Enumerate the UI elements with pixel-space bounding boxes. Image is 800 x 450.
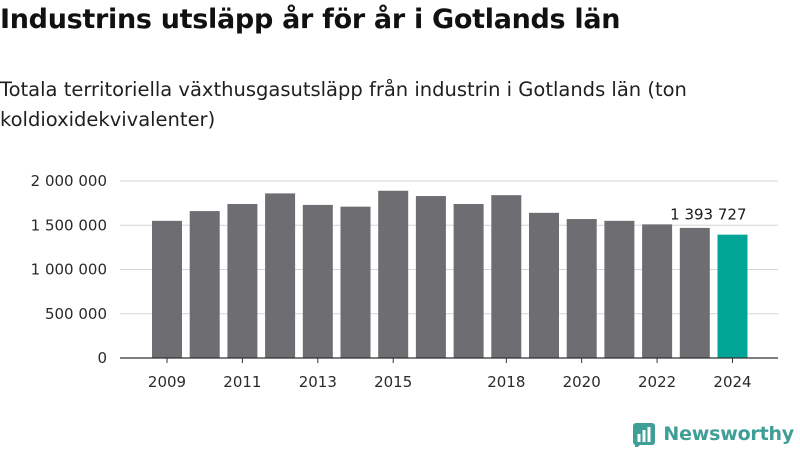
- chart-subtitle: Totala territoriella växthusgasutsläpp f…: [0, 78, 687, 131]
- x-tick-label: 2024: [713, 373, 751, 391]
- newsworthy-logo-icon: [633, 423, 656, 447]
- x-tick-label: 2015: [374, 373, 412, 391]
- y-tick-label: 1 500 000: [31, 216, 107, 234]
- bar: [566, 219, 597, 358]
- bar: [340, 206, 371, 358]
- y-tick-label: 1 000 000: [31, 261, 107, 279]
- bar: [152, 220, 182, 358]
- x-tick-label: 2009: [148, 373, 186, 391]
- chart-title: Industrins utsläpp år för år i Gotlands …: [0, 4, 621, 35]
- bar: [453, 204, 484, 358]
- bar: [189, 211, 220, 358]
- bar: [227, 204, 258, 358]
- data-label-highlight: 1 393 727: [670, 206, 746, 224]
- x-tick-label: 2018: [487, 373, 525, 391]
- bar: [302, 204, 333, 358]
- y-tick-label: 0: [97, 349, 107, 367]
- bar-chart: 0 500 000 1 000 000 1 500 000 2 000 000 2009 2…: [31, 172, 778, 391]
- bar: [529, 212, 559, 358]
- bar: [491, 195, 522, 358]
- bar: [642, 224, 673, 358]
- x-tick-label: 2020: [563, 373, 601, 391]
- y-tick-label: 500 000: [45, 305, 107, 323]
- bar: [378, 190, 409, 358]
- x-tick-label: 2011: [223, 373, 261, 391]
- brand: Newsworthy: [631, 420, 794, 448]
- bar: [604, 220, 635, 358]
- bar: [679, 227, 710, 358]
- bar: [415, 196, 446, 358]
- bar: [717, 234, 748, 358]
- y-tick-label: 2 000 000: [31, 172, 107, 190]
- x-tick-label: 2022: [638, 373, 676, 391]
- brand-name: Newsworthy: [663, 423, 794, 445]
- bar: [265, 193, 296, 358]
- x-tick-label: 2013: [299, 373, 337, 391]
